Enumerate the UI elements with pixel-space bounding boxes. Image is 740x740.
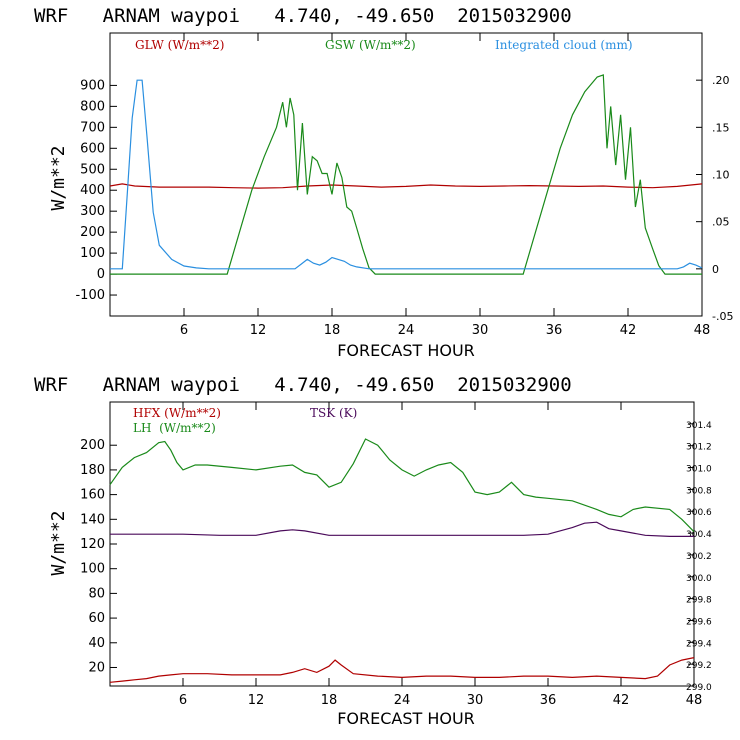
chart1-right-tick-label: -.05 <box>712 310 733 323</box>
chart2-y-tick-label: 160 <box>80 488 105 503</box>
chart1-right-tick-label: .15 <box>712 121 730 134</box>
chart2-y-tick-label: 120 <box>80 537 105 552</box>
legend-hfx: HFX (W/m**2) <box>133 406 221 420</box>
chart1-x-tick-label: 24 <box>398 323 415 338</box>
legend-gsw: GSW (W/m**2) <box>325 38 416 52</box>
chart1-y-tick-label: 0 <box>97 267 105 282</box>
chart1-right-tick-label: .10 <box>712 169 730 182</box>
chart2-right-tick-label: 299.2 <box>686 661 712 671</box>
chart1-x-tick-label: 18 <box>324 323 341 338</box>
chart2-x-tick-label: 36 <box>540 693 557 708</box>
chart1-x-tick-label: 6 <box>180 323 188 338</box>
chart1-y-tick-label: 700 <box>80 120 105 135</box>
chart2-x-tick-label: 48 <box>686 693 703 708</box>
chart1-x-tick-label: 48 <box>694 323 711 338</box>
chart2-y-tick-label: 180 <box>80 463 105 478</box>
chart2-right-tick-label: 301.4 <box>686 421 712 431</box>
chart2-right-tick-label: 299.6 <box>686 617 712 627</box>
chart1-series-integrated <box>110 79 703 270</box>
chart1-y-tick-label: -100 <box>75 288 105 303</box>
chart2-y-tick-label: 20 <box>88 660 105 675</box>
chart1-y-tick-label: 200 <box>80 225 105 240</box>
chart2-x-tick-label: 42 <box>613 693 630 708</box>
chart2-series-tsk <box>110 521 694 537</box>
chart2-plot-frame <box>109 401 695 687</box>
legend-cloud: Integrated cloud (mm) <box>495 38 633 52</box>
chart2-title: WRF ARNAM waypoi 4.740, -49.650 20150329… <box>34 374 572 396</box>
chart1-series-gsw <box>110 74 702 275</box>
chart1-right-tick-label: 0 <box>712 263 719 276</box>
chart1-y-tick-label: 600 <box>80 141 105 156</box>
chart1-x-tick-label: 42 <box>620 323 637 338</box>
chart2-ylabel: W/m**2 <box>48 510 69 575</box>
chart2-right-tick-label: 300.0 <box>686 574 712 584</box>
chart2-right-tick-label: 299.8 <box>686 596 712 606</box>
chart2-x-tick-label: 30 <box>467 693 484 708</box>
chart2-series-lh <box>109 438 695 533</box>
chart2-right-tick-label: 299.0 <box>686 683 712 693</box>
chart2-y-tick-label: 60 <box>88 611 105 626</box>
chart1-x-tick-label: 30 <box>472 323 489 338</box>
chart2-right-tick-label: 299.4 <box>686 639 712 649</box>
chart1-right-tick-label: .05 <box>712 216 730 229</box>
chart1-series-glw <box>109 183 703 189</box>
chart1-y-tick-label: 500 <box>80 162 105 177</box>
chart2-xlabel: FORECAST HOUR <box>337 709 475 728</box>
chart1-y-tick-label: 800 <box>80 99 105 114</box>
chart2-x-tick-label: 24 <box>394 693 411 708</box>
chart2-y-tick-label: 80 <box>88 586 105 601</box>
chart2-right-tick-label: 300.6 <box>686 508 712 518</box>
legend-glw: GLW (W/m**2) <box>135 38 224 52</box>
chart2-right-tick-label: 300.2 <box>686 552 712 562</box>
legend-tsk: TSK (K) <box>310 406 357 420</box>
chart1-y-tick-label: 900 <box>80 78 105 93</box>
chart1-y-tick-label: 400 <box>80 183 105 198</box>
chart2-y-tick-label: 200 <box>80 438 105 453</box>
chart1-y-tick-label: 100 <box>80 246 105 261</box>
chart2-right-tick-label: 300.8 <box>686 486 712 496</box>
chart2-right-tick-label: 301.2 <box>686 443 712 453</box>
chart2-y-tick-label: 140 <box>80 512 105 527</box>
chart1-x-tick-label: 12 <box>250 323 267 338</box>
chart2-right-tick-label: 301.0 <box>686 465 712 475</box>
chart1-x-tick-label: 36 <box>546 323 563 338</box>
chart2-y-tick-label: 100 <box>80 562 105 577</box>
chart2-y-tick-label: 40 <box>88 636 105 651</box>
chart1-title: WRF ARNAM waypoi 4.740, -49.650 20150329… <box>34 5 572 27</box>
chart2-series-hfx <box>109 657 695 683</box>
chart1-y-tick-label: 300 <box>80 204 105 219</box>
chart2-x-tick-label: 12 <box>248 693 265 708</box>
chart1-xlabel: FORECAST HOUR <box>337 341 475 360</box>
chart1-ylabel: W/m**2 <box>48 145 69 210</box>
chart1-right-tick-label: .20 <box>712 74 730 87</box>
chart2-right-tick-label: 300.4 <box>686 530 712 540</box>
chart2-x-tick-label: 18 <box>321 693 338 708</box>
chart2-x-tick-label: 6 <box>179 693 187 708</box>
legend-lh: LH (W/m**2) <box>133 421 216 435</box>
